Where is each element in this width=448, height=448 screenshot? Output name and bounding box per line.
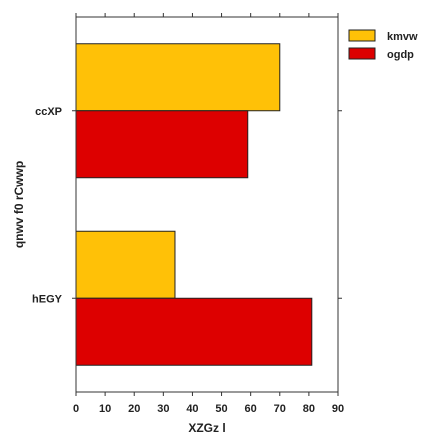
x-tick-label: 30 <box>157 403 169 415</box>
legend-label-ogdp: ogdp <box>387 49 414 61</box>
y-tick-label: ccXP <box>35 106 62 118</box>
bar-ogdp-ccXP <box>76 111 248 178</box>
legend-swatch-ogdp <box>349 48 375 59</box>
x-tick-label: 10 <box>99 403 111 415</box>
bars-group <box>76 44 312 366</box>
x-axis-title: XZGz l <box>188 421 225 435</box>
legend-swatch-kmvw <box>349 30 375 41</box>
legend: kmvw ogdp <box>349 30 418 61</box>
x-tick-label: 60 <box>245 403 257 415</box>
x-tick-label: 90 <box>332 403 344 415</box>
x-tick-label: 50 <box>215 403 227 415</box>
x-tick-label: 20 <box>128 403 140 415</box>
x-tick-label: 0 <box>73 403 79 415</box>
bar-kmvw-hEGY <box>76 231 175 298</box>
x-tick-label: 70 <box>274 403 286 415</box>
legend-label-kmvw: kmvw <box>387 31 418 43</box>
x-tick-label: 80 <box>303 403 315 415</box>
y-tick-label: hEGY <box>32 293 63 305</box>
bar-ogdp-hEGY <box>76 298 312 365</box>
bar-kmvw-ccXP <box>76 44 280 111</box>
y-axis-title: qnwv f0 rCwwp <box>12 161 26 248</box>
x-tick-label: 40 <box>186 403 198 415</box>
